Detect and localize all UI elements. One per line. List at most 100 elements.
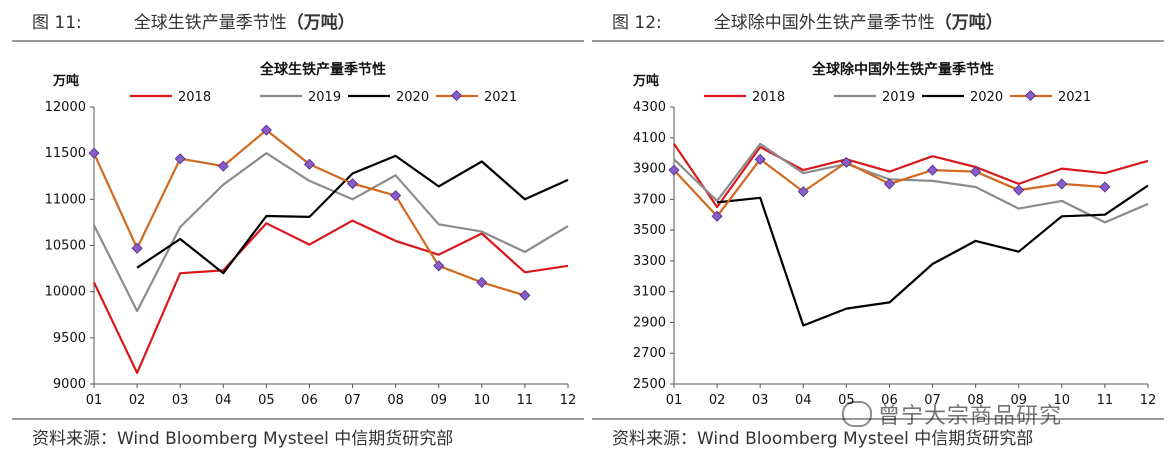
x-tick-label: 09 bbox=[430, 393, 447, 408]
series-line-2018 bbox=[93, 219, 569, 374]
x-tick-label: 12 bbox=[560, 393, 577, 408]
y-tick-label: 2700 bbox=[633, 346, 666, 361]
y-tick-label: 2900 bbox=[633, 315, 666, 330]
y-axis-unit: 万吨 bbox=[52, 73, 79, 89]
data-point-2021 bbox=[668, 164, 680, 176]
data-point-2021 bbox=[1099, 181, 1111, 193]
y-tick-label: 3900 bbox=[633, 162, 666, 177]
x-tick-label: 01 bbox=[666, 393, 683, 408]
data-point-2021 bbox=[476, 276, 488, 288]
footer-divider bbox=[12, 418, 584, 420]
source-note: 资料来源：Wind Bloomberg Mysteel 中信期货研究部 bbox=[612, 429, 1034, 449]
series-line-2019 bbox=[93, 152, 569, 313]
footer-divider bbox=[592, 418, 1164, 420]
y-axis-unit: 万吨 bbox=[632, 73, 659, 89]
data-point-2021 bbox=[519, 289, 531, 301]
y-tick-label: 4300 bbox=[633, 100, 666, 115]
figure-title: 图 12: 全球除中国外生铁产量季节性（万吨） bbox=[612, 8, 1003, 33]
data-point-2021 bbox=[927, 164, 939, 176]
data-point-2021 bbox=[174, 153, 186, 165]
y-tick-label: 10500 bbox=[45, 239, 86, 254]
data-point-2021 bbox=[390, 190, 402, 202]
x-tick-label: 06 bbox=[301, 393, 318, 408]
x-tick-label: 06 bbox=[881, 393, 898, 408]
figure-title-unit: （万吨） bbox=[286, 13, 355, 33]
legend-label-2021: 2021 bbox=[1058, 90, 1091, 105]
legend-label-2021: 2021 bbox=[484, 90, 517, 105]
y-tick-label: 11000 bbox=[45, 192, 86, 207]
series-line-2018 bbox=[673, 143, 1149, 209]
x-tick-label: 04 bbox=[795, 393, 812, 408]
data-point-2021 bbox=[131, 242, 143, 254]
legend-label-2019: 2019 bbox=[882, 90, 915, 105]
data-point-2021 bbox=[711, 210, 723, 222]
data-point-2021 bbox=[797, 186, 809, 198]
figure-11-panel: 图 11: 全球生铁产量季节性（万吨） 全球生铁产量季节性 万吨 2018 2019 20… bbox=[12, 0, 584, 466]
chart-title: 全球除中国外生铁产量季节性 bbox=[811, 61, 994, 78]
data-point-2021 bbox=[1056, 178, 1068, 190]
x-tick-label: 02 bbox=[709, 393, 726, 408]
y-tick-label: 3300 bbox=[633, 254, 666, 269]
x-tick-label: 11 bbox=[517, 393, 534, 408]
y-tick-label: 3100 bbox=[633, 285, 666, 300]
data-point-2021 bbox=[840, 156, 852, 168]
data-point-2021 bbox=[217, 160, 229, 172]
figure-title-text: 全球生铁产量季节性 bbox=[133, 13, 287, 33]
legend-label-2018: 2018 bbox=[752, 90, 785, 105]
header-divider bbox=[12, 40, 584, 42]
figure-title-text: 全球除中国外生铁产量季节性 bbox=[713, 13, 935, 33]
x-tick-label: 12 bbox=[1140, 393, 1157, 408]
x-tick-label: 04 bbox=[215, 393, 232, 408]
data-point-2021 bbox=[260, 124, 272, 136]
data-point-2021 bbox=[754, 153, 766, 165]
y-tick-label: 10000 bbox=[45, 285, 86, 300]
data-point-2021 bbox=[883, 178, 895, 190]
data-point-2021 bbox=[433, 260, 445, 272]
series-line-2020 bbox=[716, 184, 1149, 327]
legend-label-2018: 2018 bbox=[178, 90, 211, 105]
x-tick-label: 11 bbox=[1097, 393, 1114, 408]
y-tick-label: 9000 bbox=[53, 377, 86, 392]
x-tick-label: 08 bbox=[387, 393, 404, 408]
x-tick-label: 03 bbox=[172, 393, 189, 408]
x-tick-label: 05 bbox=[258, 393, 275, 408]
x-tick-label: 03 bbox=[752, 393, 769, 408]
series-line-2019 bbox=[673, 142, 1149, 224]
data-point-2021 bbox=[347, 178, 359, 190]
data-point-2021 bbox=[303, 158, 315, 170]
y-tick-label: 3500 bbox=[633, 223, 666, 238]
source-note: 资料来源：Wind Bloomberg Mysteel 中信期货研究部 bbox=[32, 429, 454, 449]
figure-label: 图 11: bbox=[32, 13, 82, 33]
x-tick-label: 01 bbox=[86, 393, 103, 408]
y-tick-label: 3700 bbox=[633, 192, 666, 207]
data-point-2021 bbox=[970, 166, 982, 178]
legend-label-2020: 2020 bbox=[396, 90, 429, 105]
figure-title: 图 11: 全球生铁产量季节性（万吨） bbox=[32, 8, 355, 33]
watermark: 曾宁大宗商品研究 bbox=[842, 398, 1062, 430]
x-tick-label: 08 bbox=[967, 393, 984, 408]
wechat-icon bbox=[842, 401, 872, 427]
x-tick-label: 07 bbox=[924, 393, 941, 408]
y-tick-label: 2500 bbox=[633, 377, 666, 392]
x-tick-label: 09 bbox=[1010, 393, 1027, 408]
series-line-2020 bbox=[136, 154, 569, 275]
header-divider bbox=[592, 40, 1164, 42]
x-tick-label: 02 bbox=[129, 393, 146, 408]
x-tick-label: 10 bbox=[1054, 393, 1071, 408]
y-tick-label: 11500 bbox=[45, 146, 86, 161]
data-point-2021 bbox=[88, 147, 100, 159]
legend-marker bbox=[450, 89, 463, 102]
figure-title-unit: （万吨） bbox=[934, 13, 1003, 33]
legend-marker bbox=[1024, 89, 1037, 102]
data-point-2021 bbox=[1013, 184, 1025, 196]
figure-12-panel: 图 12: 全球除中国外生铁产量季节性（万吨） 全球除中国外生铁产量季节性万吨 20… bbox=[592, 0, 1164, 466]
y-tick-label: 9500 bbox=[53, 331, 86, 346]
chart-title: 全球生铁产量季节性 bbox=[259, 61, 386, 78]
y-tick-label: 4100 bbox=[633, 131, 666, 146]
watermark-text: 曾宁大宗商品研究 bbox=[878, 404, 1063, 429]
y-tick-label: 12000 bbox=[45, 100, 86, 115]
x-tick-label: 10 bbox=[474, 393, 491, 408]
legend-label-2019: 2019 bbox=[308, 90, 341, 105]
